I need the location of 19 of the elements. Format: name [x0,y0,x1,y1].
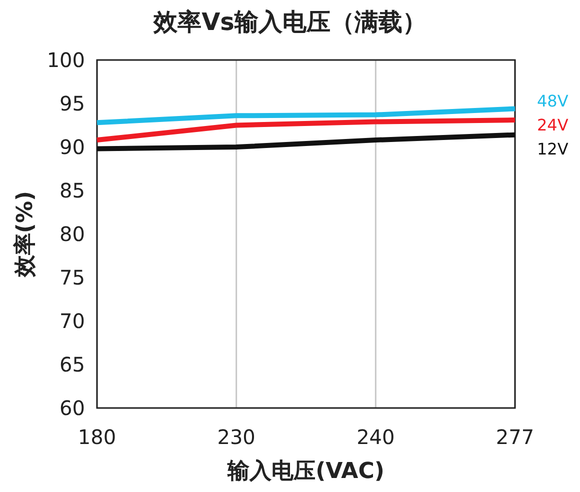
y-tick-label: 85 [60,178,85,202]
y-tick-label: 95 [60,92,85,116]
y-tick-label: 75 [60,266,85,290]
y-tick-label: 80 [60,222,85,246]
y-axis-title: 效率(%) [12,190,38,278]
x-tick-label: 180 [78,425,116,449]
y-tick-label: 70 [60,309,85,333]
x-axis-title: 输入电压(VAC) [226,459,384,484]
y-tick-label: 100 [46,48,85,72]
x-tick-label: 230 [217,425,256,449]
x-tick-label: 240 [356,425,395,449]
y-tick-label: 65 [60,352,85,376]
chart-title: 效率Vs输入电压（满载） [152,8,426,36]
series-label: 12V [537,140,568,159]
series-label: 24V [537,116,568,135]
series-label: 48V [537,92,568,111]
x-tick-label: 277 [496,425,534,449]
y-tick-label: 60 [60,396,85,420]
y-tick-label: 90 [60,135,85,159]
